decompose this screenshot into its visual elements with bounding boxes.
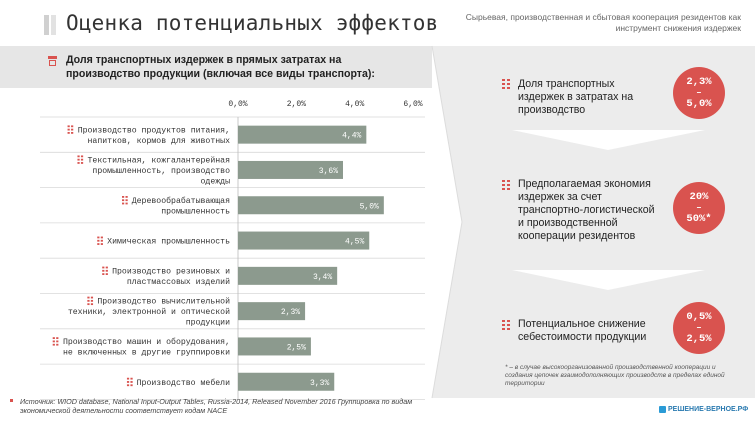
logo-mark-icon [659, 406, 666, 413]
logo-text: РЕШЕНИЕ-ВЕРНОЕ.РФ [668, 406, 749, 413]
document-icon [48, 56, 57, 66]
bar [238, 160, 343, 179]
summary-card-text: Потенциальное снижение себестоимости про… [518, 318, 647, 343]
bar [238, 337, 311, 356]
category-label: Производство мебели [137, 378, 230, 388]
category-label: Производство машин и оборудования, не вкл… [63, 337, 230, 358]
bar [238, 125, 367, 144]
badge-value-bottom: 50%* [686, 212, 712, 225]
chart-title: Доля транспортных издержек в прямых затр… [66, 54, 375, 80]
bar [238, 196, 384, 215]
bullet-dots-icon [122, 196, 128, 205]
summary-badge: 20% – 50%* [673, 182, 725, 234]
footnote: * – в случае высокоорганизованной произв… [505, 364, 725, 387]
x-tick-label: 0,0% [228, 100, 247, 109]
bullet-dots-icon [502, 79, 510, 89]
bar-value-label: 2,5% [287, 343, 306, 352]
bullet-dots-icon [52, 337, 59, 346]
bullet-dots-icon [87, 296, 94, 306]
summary-badge: 0,5% – 2,5% [673, 302, 725, 354]
bar-value-label: 4,4% [342, 132, 361, 141]
category-label: Производство продуктов питания, напитков,… [78, 126, 230, 146]
badge-dash: – [696, 322, 702, 333]
badge-value-top: 20% [689, 190, 709, 203]
page-subtitle: Сырьевая, производственная и сбытовая ко… [465, 12, 741, 33]
bullet-dots-icon [126, 377, 133, 387]
bullet-dots-icon [502, 320, 510, 330]
badge-value-bottom: 5,0% [686, 97, 712, 110]
bar-value-label: 5,0% [360, 202, 379, 211]
summary-card-text: Доля транспортных издержек в затратах на… [518, 78, 634, 116]
category-label: Текстильная, кожгалантерейная промышленно… [88, 155, 231, 186]
x-tick-label: 6,0% [403, 100, 422, 109]
badge-dash: – [696, 87, 702, 98]
bar-value-label: 3,3% [310, 379, 329, 388]
bar [238, 302, 306, 321]
bullet-dots-icon [102, 266, 108, 275]
bar-value-label: 2,3% [281, 308, 300, 317]
category-label: Производство резиновых и пластмассовых из… [112, 268, 230, 288]
title-accent-icon [44, 15, 56, 35]
x-tick-label: 4,0% [345, 100, 364, 109]
bar [238, 231, 370, 250]
category-label: Химическая промышленность [107, 238, 230, 247]
summary-card-text: Предполагаемая экономия издержек за счет… [518, 178, 655, 242]
page-title: Оценка потенциальных эффектов [66, 11, 439, 35]
source-bullet-icon [10, 399, 13, 402]
source-note: Источник: WIOD database, National Input-… [20, 397, 413, 415]
summary-badge: 2,3% – 5,0% [673, 67, 725, 119]
badge-value-top: 2,3% [686, 75, 712, 88]
bullet-dots-icon [67, 125, 74, 134]
badge-dash: – [696, 202, 702, 213]
bar-value-label: 3,4% [313, 273, 332, 282]
bullet-dots-icon [502, 180, 510, 190]
bullet-dots-icon [97, 236, 103, 245]
bar [238, 266, 338, 285]
bar [238, 372, 335, 391]
bar-value-label: 4,5% [345, 238, 364, 247]
bullet-dots-icon [77, 155, 84, 164]
x-tick-label: 2,0% [287, 100, 306, 109]
badge-value-bottom: 2,5% [686, 332, 712, 345]
bar-value-label: 3,6% [319, 167, 338, 176]
category-label: Производство вычислительной техники, элек… [68, 297, 230, 328]
badge-value-top: 0,5% [686, 310, 712, 323]
chart-header: Доля транспортных издержек в прямых затр… [0, 46, 432, 88]
category-label: Деревообрабатывающая промышленность [132, 196, 230, 217]
